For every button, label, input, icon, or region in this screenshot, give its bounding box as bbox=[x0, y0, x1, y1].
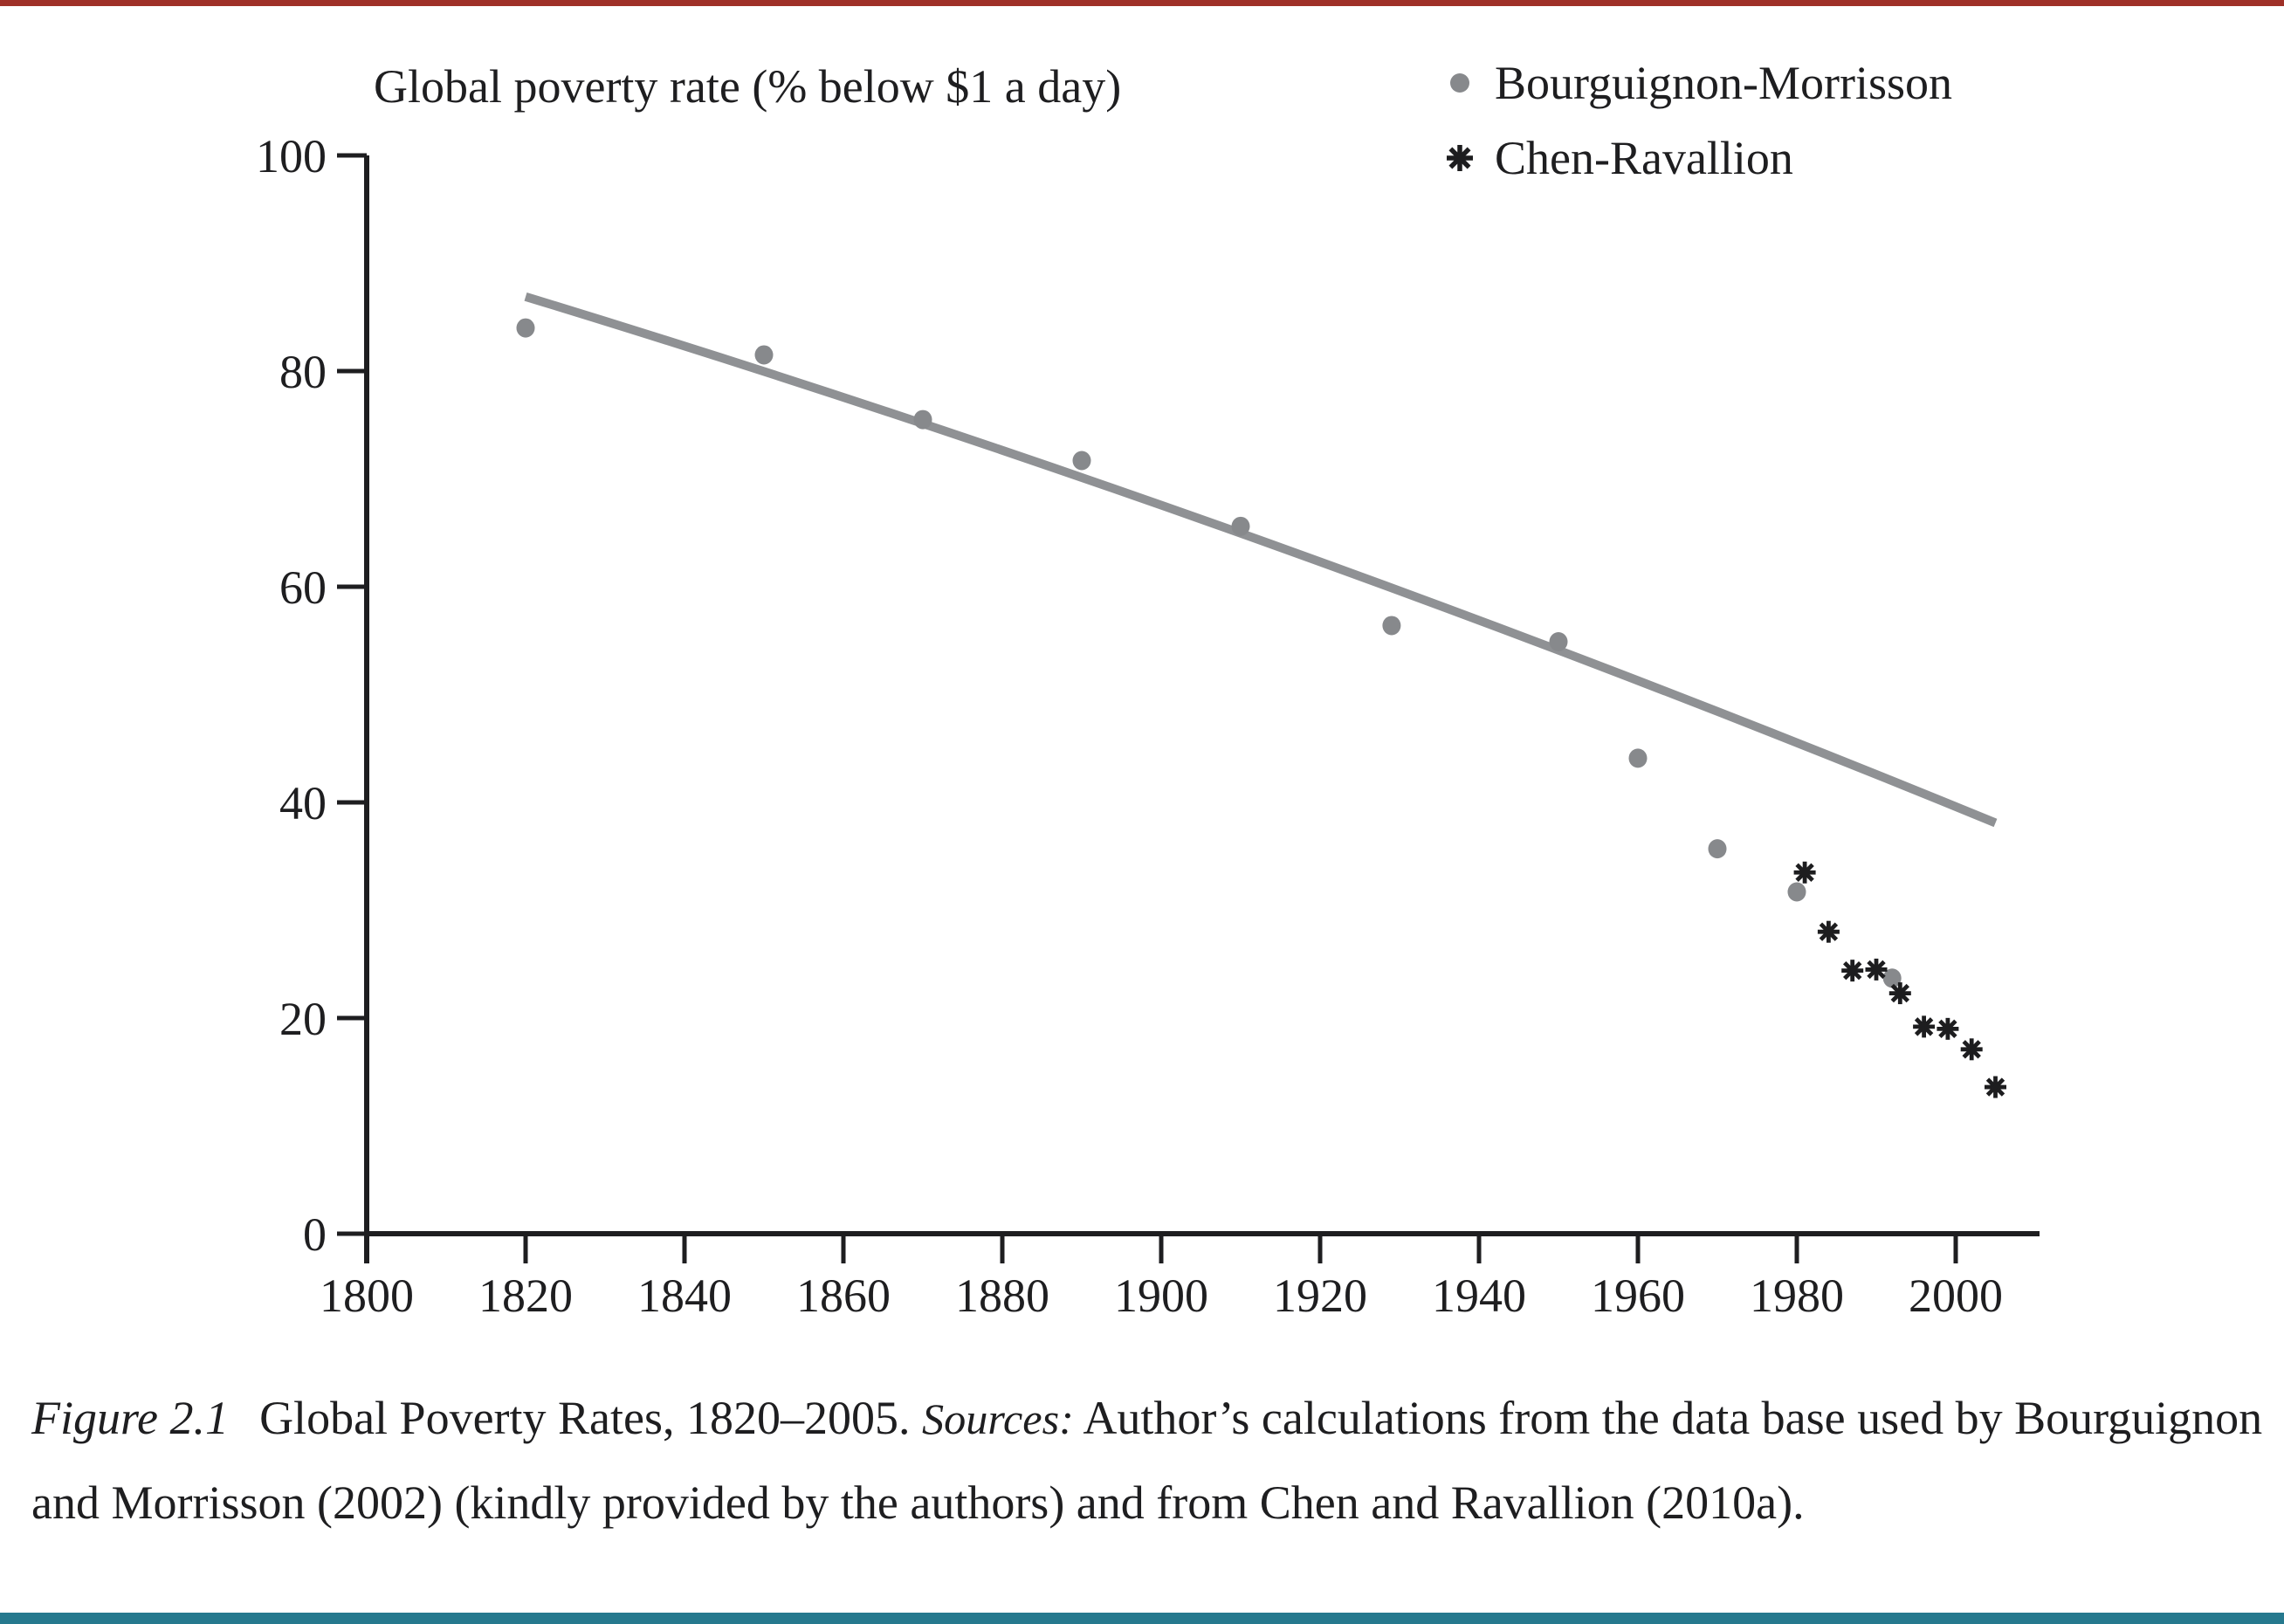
x-tick-label: 1840 bbox=[637, 1270, 732, 1322]
poverty-scatter-chart: 0 20 40 60 80 100 1800 1820 1840 1860 1880 1900 1920… bbox=[256, 130, 2040, 1322]
caption-part-figure-label: Figure 2.1 bbox=[31, 1392, 229, 1444]
x-tick-label: 2000 bbox=[1909, 1270, 2003, 1322]
y-tick-label: 60 bbox=[279, 561, 327, 614]
y-tick-label: 40 bbox=[279, 777, 327, 829]
data-point-chen-ravallion bbox=[1841, 960, 1864, 982]
x-tick-label: 1900 bbox=[1114, 1270, 1208, 1322]
data-point-chen-ravallion bbox=[1817, 920, 1840, 943]
x-tick-label: 1800 bbox=[320, 1270, 414, 1322]
legend-item-chen-ravallion: Chen-Ravallion bbox=[1441, 134, 1793, 182]
bottom-edge-bar bbox=[0, 1613, 2284, 1624]
x-tick-label: 1980 bbox=[1750, 1270, 1844, 1322]
y-tick-label: 100 bbox=[256, 130, 327, 182]
legend-item-bourguignon-morrisson: Bourguignon-Morrisson bbox=[1441, 59, 1952, 107]
data-point-chen-ravallion bbox=[1913, 1015, 1936, 1038]
chart-title: Global poverty rate (% below $1 a day) bbox=[374, 60, 1122, 113]
data-point-chen-ravallion bbox=[1793, 861, 1816, 884]
x-tick-label: 1920 bbox=[1273, 1270, 1367, 1322]
data-point-bourguignon-morrisson bbox=[1882, 968, 1902, 988]
data-point-bourguignon-morrisson bbox=[1628, 748, 1648, 768]
caption-part-text: Global Poverty Rates, 1820–2005. bbox=[259, 1392, 922, 1444]
data-point-bourguignon-morrisson bbox=[1549, 631, 1568, 651]
top-edge-bar bbox=[0, 0, 2284, 6]
data-point-bourguignon-morrisson bbox=[754, 345, 774, 365]
caption-part-sources-label: Sources: bbox=[922, 1394, 1074, 1443]
data-point-bourguignon-morrisson bbox=[1787, 882, 1806, 902]
data-point-bourguignon-morrisson bbox=[1231, 516, 1250, 536]
legend-label-bourguignon-morrisson: Bourguignon-Morrisson bbox=[1495, 57, 1953, 109]
data-point-bourguignon-morrisson bbox=[1382, 616, 1401, 636]
y-tick-label: 20 bbox=[279, 993, 327, 1045]
dot-marker-icon bbox=[1450, 73, 1469, 93]
y-tick-label: 0 bbox=[303, 1208, 327, 1261]
x-tick-label: 1860 bbox=[796, 1270, 891, 1322]
data-point-chen-ravallion bbox=[1865, 958, 1888, 981]
data-point-bourguignon-morrisson bbox=[1072, 451, 1091, 471]
data-point-bourguignon-morrisson bbox=[516, 318, 535, 338]
x-tick-label: 1820 bbox=[478, 1270, 573, 1322]
data-point-chen-ravallion bbox=[1937, 1017, 1959, 1040]
x-tick-label: 1940 bbox=[1432, 1270, 1526, 1322]
legend-label-chen-ravallion: Chen-Ravallion bbox=[1495, 132, 1793, 184]
asterisk-marker-icon bbox=[1447, 145, 1473, 171]
data-point-chen-ravallion bbox=[1985, 1076, 2006, 1098]
caption-part-text: Author’s calculations from the data base… bbox=[31, 1392, 2263, 1529]
x-tick-label: 1960 bbox=[1591, 1270, 1685, 1322]
data-point-chen-ravallion bbox=[1888, 982, 1911, 1005]
y-tick-label: 80 bbox=[279, 346, 327, 398]
data-point-bourguignon-morrisson bbox=[1708, 839, 1727, 859]
data-point-bourguignon-morrisson bbox=[913, 409, 932, 430]
figure-caption: Figure 2.1 Global Poverty Rates, 1820–200… bbox=[31, 1376, 2263, 1545]
x-tick-label: 1880 bbox=[955, 1270, 1049, 1322]
data-point-chen-ravallion bbox=[1960, 1038, 1983, 1061]
trend-line bbox=[524, 292, 1998, 828]
